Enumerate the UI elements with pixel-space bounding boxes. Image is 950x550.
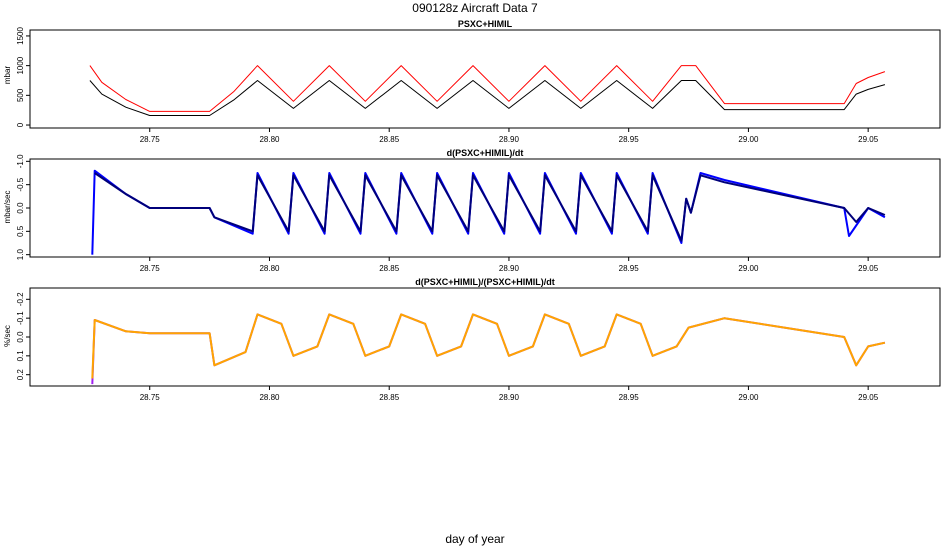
x-tick-label: 29.05 <box>858 393 879 402</box>
series-line-orange <box>91 313 886 379</box>
y-tick-label: 0.5 <box>16 225 25 237</box>
x-tick-label: 28.80 <box>259 264 280 273</box>
x-tick-label: 28.95 <box>619 135 640 144</box>
y-tick-label: -0.1 <box>16 311 25 325</box>
y-tick-label: 0.1 <box>16 350 25 362</box>
y-axis-label: mbar/sec <box>3 191 12 224</box>
x-tick-label: 28.90 <box>499 264 520 273</box>
y-tick-label: 0.0 <box>16 202 25 214</box>
y-tick-label: 0.2 <box>16 369 25 381</box>
y-tick-label: -1.0 <box>16 154 25 168</box>
plot-frame <box>29 287 941 387</box>
series-line-red <box>89 65 886 112</box>
panel-title: PSXC+HIMIL <box>458 19 513 29</box>
plot-frame <box>29 29 941 129</box>
x-tick-label: 28.85 <box>379 393 400 402</box>
figure-title: 090128z Aircraft Data 7 <box>412 1 538 15</box>
x-tick-label: 29.05 <box>858 264 879 273</box>
x-axis-label: day of year <box>445 532 504 546</box>
x-tick-label: 28.85 <box>379 135 400 144</box>
y-tick-label: 1.0 <box>16 249 25 261</box>
x-tick-label: 28.75 <box>140 393 161 402</box>
y-tick-label: 500 <box>16 88 25 102</box>
x-tick-label: 28.90 <box>499 393 520 402</box>
panel-title: d(PSXC+HIMIL)/dt <box>447 148 524 158</box>
x-tick-label: 29.00 <box>738 135 759 144</box>
x-tick-label: 28.95 <box>619 264 640 273</box>
x-tick-label: 28.80 <box>259 393 280 402</box>
x-tick-label: 29.05 <box>858 135 879 144</box>
series-line-dark <box>89 80 886 116</box>
y-axis-label: %/sec <box>3 325 12 347</box>
panel-title: d(PSXC+HIMIL)/(PSXC+HIMIL)/dt <box>415 277 555 287</box>
panel-dpdt: d(PSXC+HIMIL)/dt mbar/sec 28.75 28.80 28.8… <box>3 148 941 273</box>
panel-normalized-dpdt: d(PSXC+HIMIL)/(PSXC+HIMIL)/dt %/sec 28.7… <box>3 277 941 402</box>
y-axis-label: mbar <box>3 66 12 85</box>
y-tick-label: 1000 <box>16 56 25 74</box>
x-tick-label: 28.80 <box>259 135 280 144</box>
y-tick-label: -0.5 <box>16 177 25 191</box>
panel-psxc-himil: PSXC+HIMIL mbar 28.75 28.80 28.85 28.90 28.9… <box>3 19 941 144</box>
x-tick-label: 28.90 <box>499 135 520 144</box>
x-tick-label: 28.75 <box>140 264 161 273</box>
y-tick-label: -0.2 <box>16 292 25 306</box>
y-tick-label: 0.0 <box>16 331 25 343</box>
y-tick-label: 0 <box>16 122 25 127</box>
x-tick-label: 28.75 <box>140 135 161 144</box>
series-line-navy <box>94 172 886 242</box>
y-tick-label: 1500 <box>16 26 25 44</box>
x-tick-label: 29.00 <box>738 264 759 273</box>
x-tick-label: 28.95 <box>619 393 640 402</box>
x-tick-label: 29.00 <box>738 393 759 402</box>
x-tick-label: 28.85 <box>379 264 400 273</box>
